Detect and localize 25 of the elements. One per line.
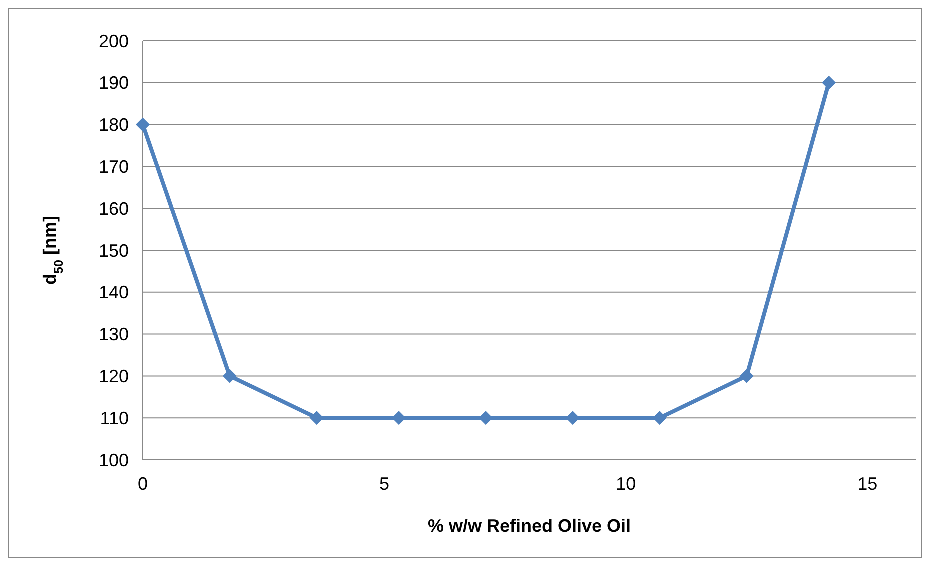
y-tick-label: 160 — [98, 198, 129, 219]
x-tick-label: 10 — [616, 474, 636, 494]
point — [222, 369, 237, 384]
point — [822, 76, 836, 90]
y-tick-label: 170 — [98, 157, 129, 177]
x-tick-label: 15 — [858, 474, 878, 494]
x-axis-title: % w/w Refined Olive Oil — [428, 516, 632, 536]
point — [652, 411, 667, 426]
y-tick-label: 200 — [98, 31, 129, 52]
y-tick-label: 100 — [98, 450, 129, 470]
point — [310, 411, 324, 426]
point — [479, 411, 494, 426]
y-tick-label: 150 — [98, 240, 129, 261]
x-tick-label: 0 — [138, 474, 148, 494]
y-tick-label: 110 — [100, 408, 129, 428]
y-tick-label: 190 — [98, 73, 129, 94]
y-tick-label: 140 — [98, 282, 129, 303]
y-tick-label: 120 — [98, 366, 129, 386]
point — [566, 411, 580, 426]
y-tick-label: 180 — [98, 115, 129, 136]
y-tick-label: 130 — [98, 324, 129, 345]
point — [740, 369, 754, 384]
point — [136, 118, 150, 132]
x-tick-label: 5 — [380, 474, 390, 494]
point — [392, 411, 406, 426]
